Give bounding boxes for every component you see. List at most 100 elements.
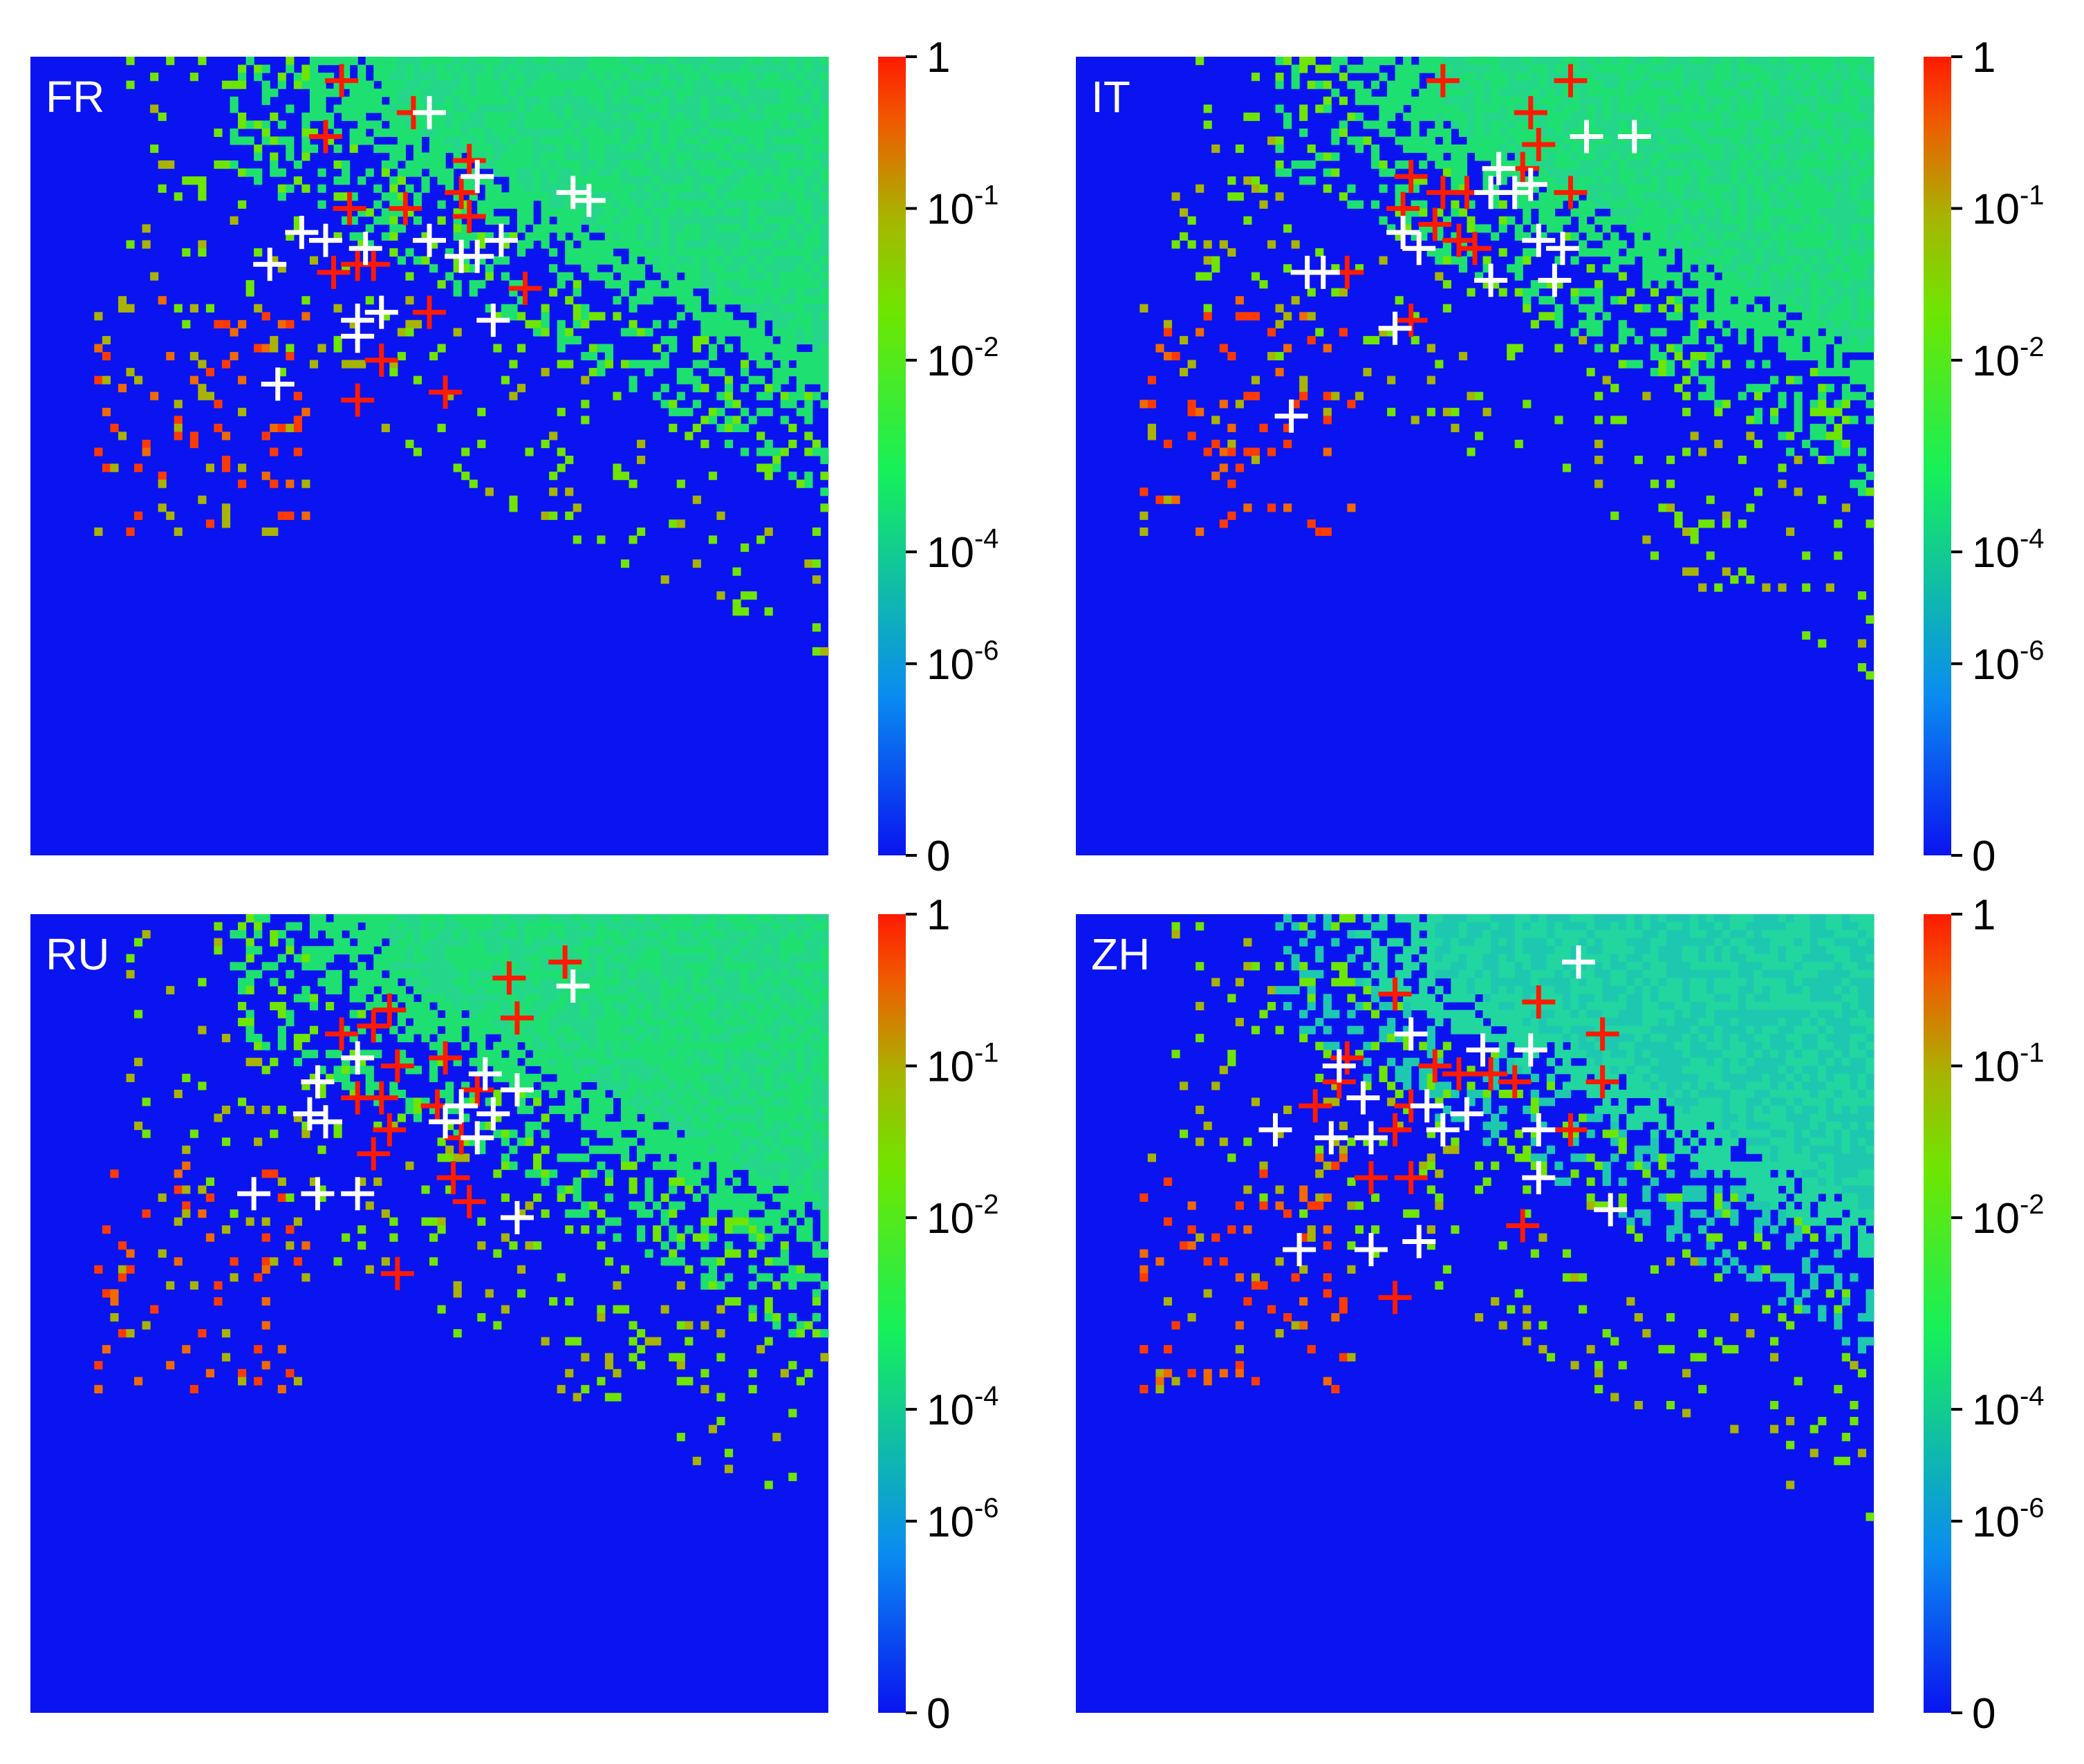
heatmap-cell (1762, 192, 1771, 201)
heatmap-cell (724, 391, 734, 400)
heatmap-cell (413, 319, 422, 328)
heatmap-cell (1674, 120, 1683, 129)
heatmap-cell (796, 256, 805, 265)
heatmap-cell (796, 208, 805, 217)
heatmap-cell (405, 136, 414, 145)
heatmap-cell (485, 144, 494, 154)
white-plus-marker (364, 295, 398, 329)
heatmap-cell (453, 120, 462, 129)
heatmap-cell (676, 312, 685, 321)
heatmap-cell (1442, 248, 1451, 257)
heatmap-cell (1850, 57, 1859, 66)
heatmap-cell (660, 969, 669, 978)
heatmap-cell (541, 136, 550, 145)
heatmap-cell (1794, 224, 1803, 233)
heatmap-cell (756, 407, 765, 416)
heatmap-cell (373, 954, 382, 963)
heatmap-cell (796, 216, 805, 225)
heatmap-cell (708, 256, 718, 265)
heatmap-cell (788, 312, 797, 321)
heatmap-cell (1299, 391, 1308, 400)
heatmap-cell (557, 96, 566, 105)
heatmap-cell (525, 112, 534, 121)
heatmap-cell (1698, 120, 1707, 129)
heatmap-cell (1586, 319, 1595, 328)
heatmap-cell (1714, 296, 1723, 305)
heatmap-cell (1626, 184, 1635, 193)
heatmap-cell (604, 128, 614, 137)
heatmap-cell (604, 360, 614, 369)
heatmap-cell (1514, 256, 1523, 265)
heatmap-cell (1746, 280, 1755, 289)
heatmap-cell (1299, 160, 1308, 169)
heatmap-cell (1834, 89, 1843, 98)
heatmap-cell (261, 136, 270, 145)
heatmap-cell (644, 954, 653, 963)
heatmap-cell (1818, 120, 1827, 129)
heatmap-cell (501, 946, 510, 955)
heatmap-cell (437, 176, 446, 185)
heatmap-cell (812, 938, 821, 947)
heatmap-cell (1610, 248, 1619, 257)
heatmap-cell (1666, 152, 1675, 161)
heatmap-cell (573, 57, 582, 66)
heatmap-cell (676, 962, 685, 971)
heatmap-cell (573, 128, 582, 137)
heatmap-cell (325, 930, 335, 939)
heatmap-cell (1778, 479, 1787, 488)
heatmap-cell (1482, 120, 1491, 129)
heatmap-cell (517, 176, 526, 185)
heatmap-cell (397, 914, 406, 923)
heatmap-cell (1579, 319, 1588, 328)
heatmap-cell (660, 216, 669, 225)
heatmap-cell (94, 375, 103, 384)
white-plus-marker (1402, 232, 1436, 266)
heatmap-cell (1857, 216, 1867, 225)
heatmap-cell (245, 288, 254, 297)
heatmap-cell (1769, 224, 1779, 233)
heatmap-cell (764, 472, 773, 481)
heatmap-cell (1451, 112, 1460, 121)
heatmap-cell (573, 335, 582, 345)
heatmap-cell (437, 120, 446, 129)
heatmap-cell (653, 192, 662, 201)
heatmap-cell (812, 144, 821, 154)
heatmap-cell (1579, 216, 1588, 225)
heatmap-cell (1602, 184, 1611, 193)
heatmap-cell (485, 80, 494, 89)
heatmap-cell (1834, 136, 1843, 145)
heatmap-cell (1666, 256, 1675, 265)
heatmap-cell (732, 319, 741, 328)
heatmap-cell (182, 319, 191, 328)
heatmap-cell (1841, 216, 1850, 225)
heatmap-cell (549, 120, 558, 129)
heatmap-cell (660, 400, 669, 409)
heatmap-cell (1753, 256, 1763, 265)
heatmap-cell (533, 319, 542, 328)
heatmap-cell (1634, 152, 1643, 161)
colorbar-tick-label: 10-6 (927, 635, 999, 689)
heatmap-cell (708, 216, 718, 225)
heatmap-cell (230, 351, 239, 361)
heatmap-cell (1818, 335, 1827, 345)
heatmap-cell (1682, 112, 1691, 121)
heatmap-cell (1769, 160, 1779, 169)
heatmap-cell (1674, 152, 1683, 161)
heatmap-cell (1594, 80, 1603, 89)
heatmap-cell (1610, 232, 1619, 241)
heatmap-cell (573, 503, 582, 512)
heatmap-cell (573, 104, 582, 113)
heatmap-cell (780, 360, 789, 369)
heatmap-cell (342, 360, 351, 369)
heatmap-cell (453, 954, 462, 963)
heatmap-cell (796, 954, 805, 963)
heatmap-cell (1850, 224, 1859, 233)
heatmap-cell (1594, 280, 1603, 289)
heatmap-cell (796, 112, 805, 121)
heatmap-cell (756, 304, 765, 313)
heatmap-cell (724, 439, 734, 449)
heatmap-cell (1339, 96, 1348, 105)
heatmap-cell (741, 930, 750, 939)
heatmap-cell (604, 256, 614, 265)
heatmap-cell (549, 96, 558, 105)
